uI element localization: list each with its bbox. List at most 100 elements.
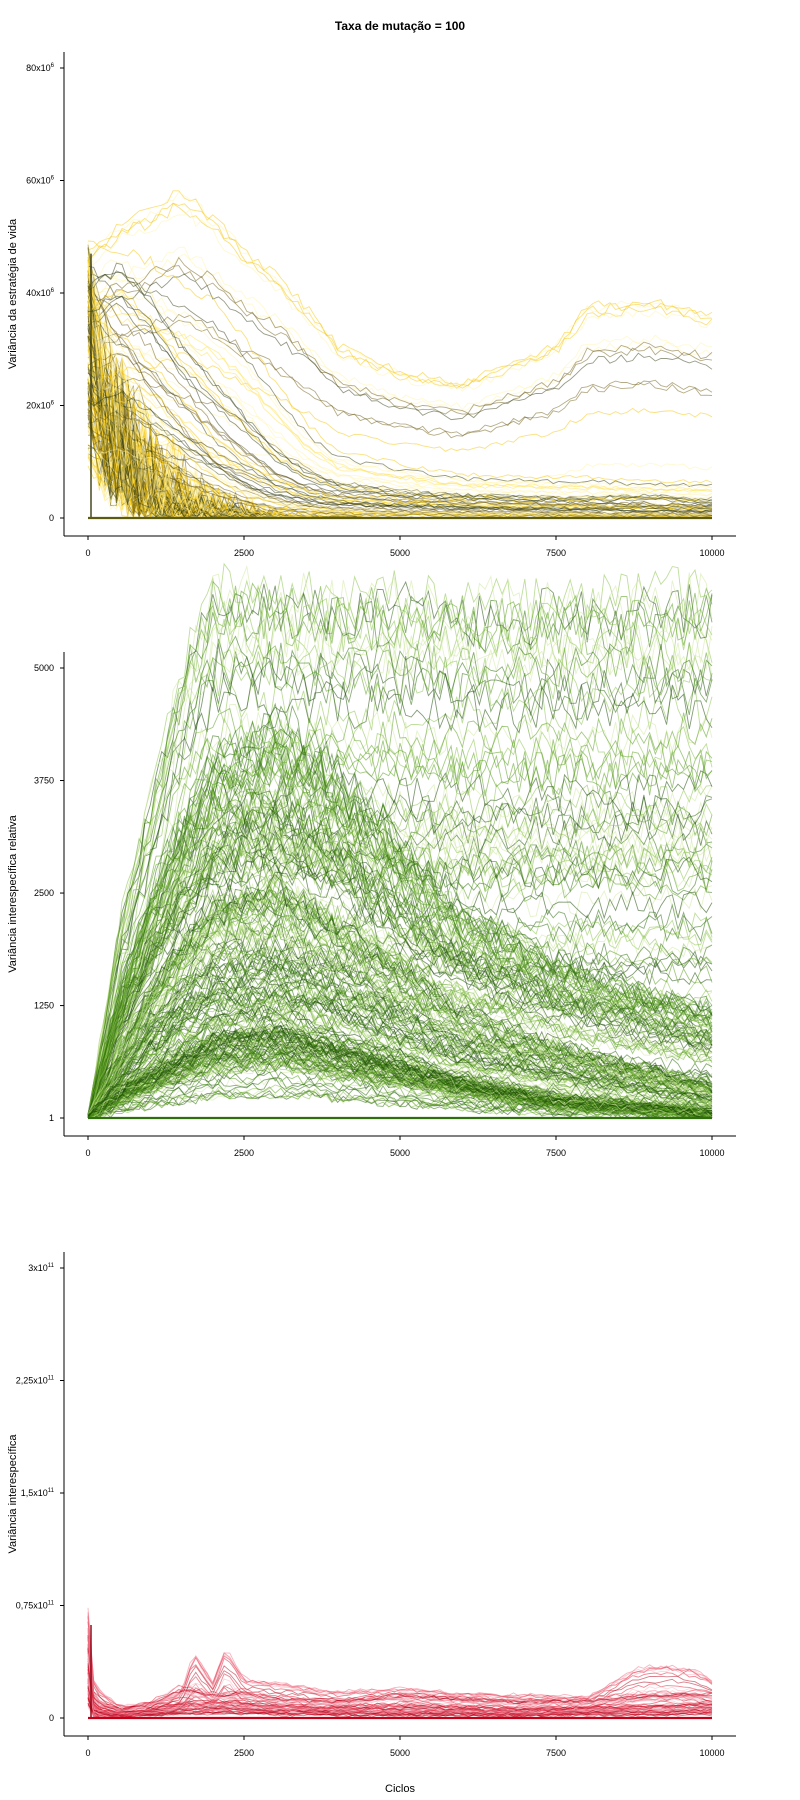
y-axis-title: Variância interespecífica relativa — [7, 814, 19, 972]
series-line — [87, 755, 713, 1119]
series-line — [87, 984, 713, 1119]
series-line — [87, 202, 712, 389]
y-axis-title: Variância da estratégia de vida — [7, 218, 19, 369]
x-tick-label: 7500 — [546, 1148, 566, 1158]
y-tick-base: 0,75x10 — [16, 1601, 48, 1611]
series-line — [87, 1669, 713, 1714]
series-line — [87, 240, 713, 484]
series-line — [87, 449, 713, 516]
chart-panels: 0 2500 5000 7500 10000020x10640x10660x10680x… — [7, 52, 736, 1758]
x-tick-label: 2500 — [234, 548, 254, 558]
series-line — [87, 722, 713, 1119]
series-line — [87, 1638, 713, 1710]
series-line — [87, 862, 713, 1119]
x-tick-label: 0 — [85, 1748, 90, 1758]
series-line — [87, 993, 713, 1119]
series-group — [87, 1607, 713, 1720]
series-line — [87, 288, 713, 503]
y-tick-label: 0 — [49, 1713, 54, 1723]
series-line — [87, 719, 713, 1117]
x-tick-label: 10000 — [699, 548, 724, 558]
y-tick-base: 1250 — [34, 1001, 54, 1011]
series-line — [87, 931, 713, 1119]
series-line — [87, 285, 713, 490]
series-line — [87, 898, 713, 1115]
series-line — [87, 985, 713, 1119]
series-line — [87, 1028, 713, 1119]
series-line — [87, 924, 713, 1119]
series-line — [87, 580, 713, 1118]
y-tick-exponent: 11 — [48, 1263, 55, 1269]
series-line — [87, 1005, 713, 1119]
x-tick-label: 2500 — [234, 1748, 254, 1758]
series-line — [87, 208, 713, 392]
series-group — [87, 562, 713, 1120]
y-tick-exponent: 6 — [51, 401, 55, 407]
series-line — [87, 410, 713, 513]
y-tick-exponent: 6 — [51, 63, 55, 69]
series-line — [87, 270, 713, 487]
series-line — [87, 564, 713, 1117]
series-line — [87, 834, 713, 1116]
series-line — [87, 728, 713, 1119]
series-line — [87, 302, 713, 505]
series-line — [87, 647, 713, 1119]
series-line — [87, 1667, 713, 1714]
series-line — [87, 1615, 713, 1709]
panel-bottom: 0 2500 5000 7500 1000000,75x10111,5x10112,25… — [7, 1252, 736, 1758]
series-line — [87, 752, 713, 1117]
series-line — [87, 1654, 713, 1711]
series-line — [87, 984, 713, 1116]
y-tick-exponent: 11 — [48, 1601, 55, 1607]
y-tick-base: 5000 — [34, 663, 54, 673]
x-tick-label: 5000 — [390, 1748, 410, 1758]
series-line — [87, 1071, 713, 1119]
series-line — [87, 635, 713, 1119]
series-line — [87, 562, 713, 1117]
series-line — [87, 313, 713, 437]
series-line — [87, 978, 713, 1119]
x-tick-label: 0 — [85, 548, 90, 558]
series-line — [87, 905, 713, 1119]
series-line — [87, 265, 713, 415]
series-line — [87, 190, 713, 387]
series-line — [87, 299, 713, 492]
series-line — [87, 975, 713, 1115]
series-line — [87, 811, 713, 1116]
series-line — [87, 731, 713, 1119]
y-tick-label: 80x106 — [26, 63, 55, 73]
series-line — [87, 891, 713, 1119]
series-line — [87, 273, 713, 421]
y-tick-base: 0 — [49, 513, 54, 523]
series-line — [87, 353, 713, 508]
series-line — [87, 825, 713, 1119]
series-line — [87, 806, 713, 1119]
y-tick-label: 20x106 — [26, 401, 55, 411]
series-line — [87, 878, 713, 1119]
series-line — [87, 622, 713, 1119]
series-line — [88, 352, 713, 452]
y-tick-base: 0 — [49, 1713, 54, 1723]
x-tick-label: 10000 — [699, 1148, 724, 1158]
y-tick-base: 80x10 — [26, 63, 51, 73]
y-tick-base: 20x10 — [26, 401, 51, 411]
series-line — [87, 1648, 713, 1711]
series-line — [87, 815, 713, 1119]
series-line — [87, 413, 713, 518]
y-tick-base: 1,5x10 — [21, 1488, 48, 1498]
x-tick-label: 7500 — [546, 548, 566, 558]
y-tick-label: 60x106 — [26, 176, 55, 186]
series-line — [87, 390, 712, 511]
series-line — [87, 202, 713, 389]
y-tick-label: 1,5x1011 — [21, 1488, 55, 1498]
series-line — [87, 336, 713, 497]
y-tick-exponent: 6 — [51, 288, 55, 294]
series-line — [87, 791, 713, 1119]
x-tick-label: 5000 — [390, 548, 410, 558]
series-line — [87, 702, 713, 1119]
series-line — [87, 281, 713, 516]
series-line — [87, 623, 713, 1115]
y-tick-exponent: 11 — [48, 1376, 55, 1382]
y-tick-label: 3750 — [34, 776, 54, 786]
